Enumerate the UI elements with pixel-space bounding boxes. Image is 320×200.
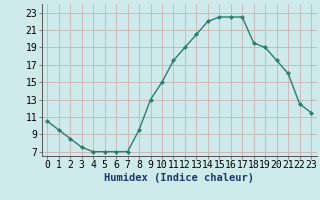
X-axis label: Humidex (Indice chaleur): Humidex (Indice chaleur) bbox=[104, 173, 254, 183]
